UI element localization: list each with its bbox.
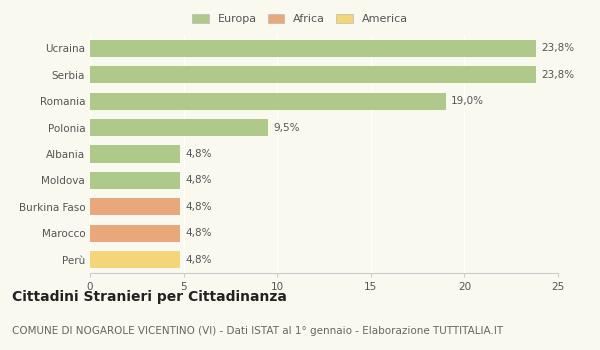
Bar (90, 225, 180, 242)
Bar (90, 251, 180, 268)
Text: COMUNE DI NOGAROLE VICENTINO (VI) - Dati ISTAT al 1° gennaio - Elaborazione TUTT: COMUNE DI NOGAROLE VICENTINO (VI) - Dati… (12, 326, 503, 336)
Legend: Europa, Africa, America: Europa, Africa, America (187, 9, 413, 29)
Bar (90, 198, 180, 216)
Text: Cittadini Stranieri per Cittadinanza: Cittadini Stranieri per Cittadinanza (12, 290, 287, 304)
Text: 19,0%: 19,0% (451, 96, 484, 106)
Text: 9,5%: 9,5% (274, 122, 300, 133)
Text: 4,8%: 4,8% (185, 228, 212, 238)
Bar (90, 40, 536, 57)
Text: 23,8%: 23,8% (541, 43, 574, 53)
Text: 4,8%: 4,8% (185, 175, 212, 186)
Text: 4,8%: 4,8% (185, 149, 212, 159)
Bar (90, 66, 536, 83)
Text: 23,8%: 23,8% (541, 70, 574, 80)
Bar (90, 119, 268, 136)
Text: 4,8%: 4,8% (185, 255, 212, 265)
Text: 4,8%: 4,8% (185, 202, 212, 212)
Bar (90, 172, 180, 189)
Bar (90, 92, 446, 110)
Bar (90, 145, 180, 163)
